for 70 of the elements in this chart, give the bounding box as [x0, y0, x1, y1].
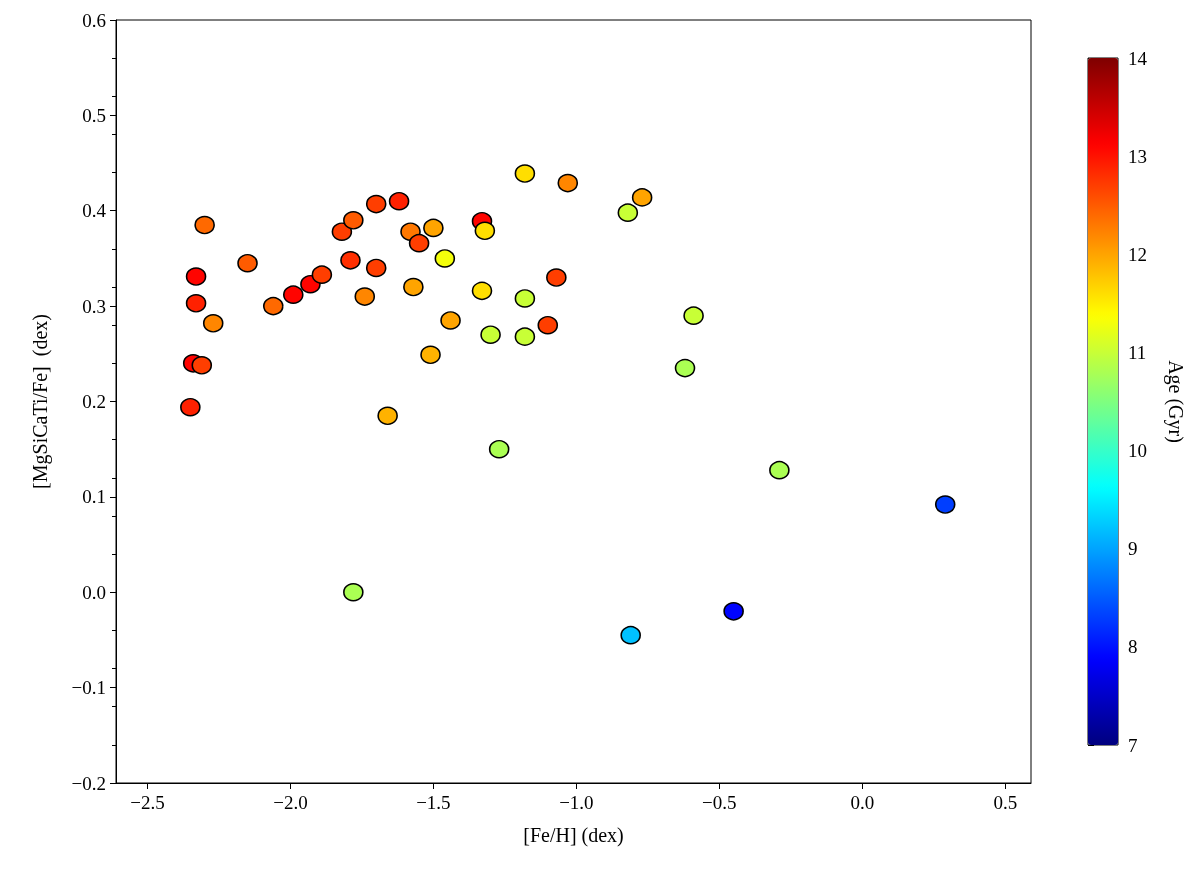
point — [343, 211, 364, 230]
point — [514, 289, 536, 308]
point — [514, 327, 536, 346]
point — [683, 306, 704, 325]
point — [434, 249, 456, 268]
point — [343, 583, 364, 602]
point — [185, 294, 207, 313]
point — [557, 173, 579, 193]
x-tick-label: 0.0 — [850, 792, 875, 813]
point — [934, 495, 956, 514]
point — [237, 253, 258, 273]
color-bar-label: 7 — [1128, 734, 1138, 756]
point — [283, 285, 304, 304]
point — [191, 356, 213, 375]
color-bar-label: 9 — [1128, 538, 1138, 560]
x-tick-label: −1.5 — [416, 792, 451, 813]
point — [420, 345, 441, 365]
point — [620, 625, 641, 645]
color-bar-title: Age (Gyr) — [1164, 360, 1187, 443]
point — [185, 267, 207, 286]
point — [408, 233, 430, 253]
x-tick-label: 0.5 — [993, 792, 1018, 813]
color-bar-label: 11 — [1128, 341, 1147, 363]
color-bar-label: 8 — [1128, 636, 1138, 658]
color-bar-label: 14 — [1128, 47, 1148, 69]
point — [546, 268, 567, 287]
point — [423, 218, 444, 238]
y-tick-label: 0.0 — [82, 581, 106, 603]
color-bar-label: 10 — [1128, 440, 1147, 462]
point — [631, 188, 653, 207]
point — [723, 602, 744, 621]
point — [311, 265, 333, 284]
point — [488, 439, 510, 459]
y-tick-label: 0.4 — [82, 200, 107, 222]
color-bar-label: 12 — [1128, 243, 1147, 265]
point — [403, 277, 424, 297]
point — [202, 314, 224, 333]
point — [388, 191, 410, 211]
x-tick-label: −2.0 — [273, 792, 308, 813]
point — [480, 325, 501, 344]
point — [365, 258, 387, 278]
x-tick-label: −0.5 — [702, 792, 737, 813]
point — [331, 222, 353, 241]
x-tick-label: −2.5 — [130, 792, 165, 813]
point — [263, 296, 284, 316]
point — [617, 203, 639, 222]
point — [769, 460, 790, 480]
point — [365, 194, 387, 214]
x-axis-title: [Fe/H] (dex) — [523, 824, 624, 847]
point — [471, 281, 493, 301]
point — [377, 406, 398, 426]
y-tick-label: −0.2 — [71, 772, 106, 794]
point — [474, 221, 496, 241]
y-tick-label: 0.3 — [82, 295, 106, 317]
point — [674, 358, 696, 378]
point — [440, 311, 461, 330]
y-tick-label: 0.2 — [82, 391, 106, 412]
x-tick-label: −1.0 — [559, 792, 594, 813]
y-tick-label: 0.1 — [82, 486, 106, 508]
point — [514, 164, 536, 183]
point — [194, 215, 215, 235]
y-tick-label: 0.6 — [82, 9, 106, 31]
y-tick-label: −0.1 — [71, 677, 106, 699]
point — [537, 315, 559, 335]
y-axis-title: [MgSiCaTi/Fe] (dex) — [29, 314, 52, 489]
point — [180, 397, 201, 417]
point — [340, 251, 361, 270]
y-tick-label: 0.5 — [82, 104, 106, 126]
point — [354, 287, 376, 306]
color-bar-label: 13 — [1128, 145, 1147, 167]
